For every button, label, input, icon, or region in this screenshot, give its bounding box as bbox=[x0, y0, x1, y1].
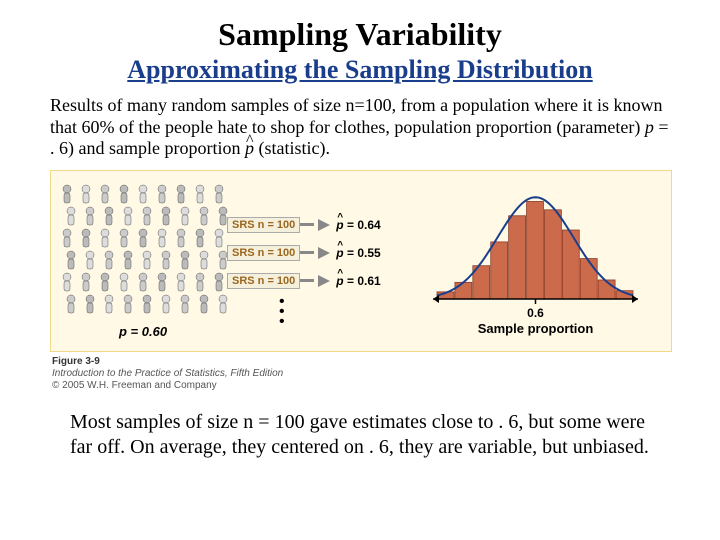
desc-part-1: Results of many random samples of size n… bbox=[50, 95, 663, 137]
description-text: Results of many random samples of size n… bbox=[50, 95, 670, 160]
srs-label: SRS n = 100 bbox=[227, 217, 300, 233]
figure-caption: Figure 3-9 Introduction to the Practice … bbox=[52, 356, 670, 392]
caption-book: Introduction to the Practice of Statisti… bbox=[52, 368, 283, 379]
conclusion-text: Most samples of size n = 100 gave estima… bbox=[70, 410, 650, 460]
ellipsis-dots: ••• bbox=[279, 297, 409, 327]
srs-arrows-block: SRS n = 100 p = 0.64 SRS n = 100 p = 0.5… bbox=[239, 181, 409, 341]
figure-container: p = 0.60 SRS n = 100 p = 0.64 SRS n = 10… bbox=[50, 170, 670, 392]
srs-arrow-row: SRS n = 100 p = 0.61 bbox=[239, 269, 409, 293]
slide-subtitle: Approximating the Sampling Distribution bbox=[40, 55, 680, 85]
svg-text:0.6: 0.6 bbox=[527, 306, 544, 320]
param-p: p bbox=[645, 117, 654, 137]
srs-label: SRS n = 100 bbox=[227, 245, 300, 261]
arrow-head-icon bbox=[318, 247, 330, 259]
sampling-distribution-chart: 0.6Sample proportion bbox=[419, 181, 649, 341]
srs-arrow-row: SRS n = 100 p = 0.64 bbox=[239, 213, 409, 237]
svg-text:Sample proportion: Sample proportion bbox=[478, 321, 594, 336]
phat-value: p = 0.64 bbox=[336, 218, 380, 232]
srs-arrow-row: SRS n = 100 p = 0.55 bbox=[239, 241, 409, 265]
caption-fig-num: Figure 3-9 bbox=[52, 356, 100, 367]
phat-value: p = 0.61 bbox=[336, 274, 380, 288]
srs-label: SRS n = 100 bbox=[227, 273, 300, 289]
slide-title: Sampling Variability bbox=[40, 16, 680, 53]
p-hat-symbol: p bbox=[245, 138, 254, 160]
phat-value: p = 0.55 bbox=[336, 246, 380, 260]
caption-copyright: © 2005 W.H. Freeman and Company bbox=[52, 380, 217, 391]
arrow-head-icon bbox=[318, 219, 330, 231]
desc-part-3: (statistic). bbox=[254, 138, 330, 158]
figure-box: p = 0.60 SRS n = 100 p = 0.64 SRS n = 10… bbox=[50, 170, 672, 352]
population-illustration: p = 0.60 bbox=[59, 181, 239, 341]
population-parameter-label: p = 0.60 bbox=[119, 324, 167, 339]
arrow-head-icon bbox=[318, 275, 330, 287]
